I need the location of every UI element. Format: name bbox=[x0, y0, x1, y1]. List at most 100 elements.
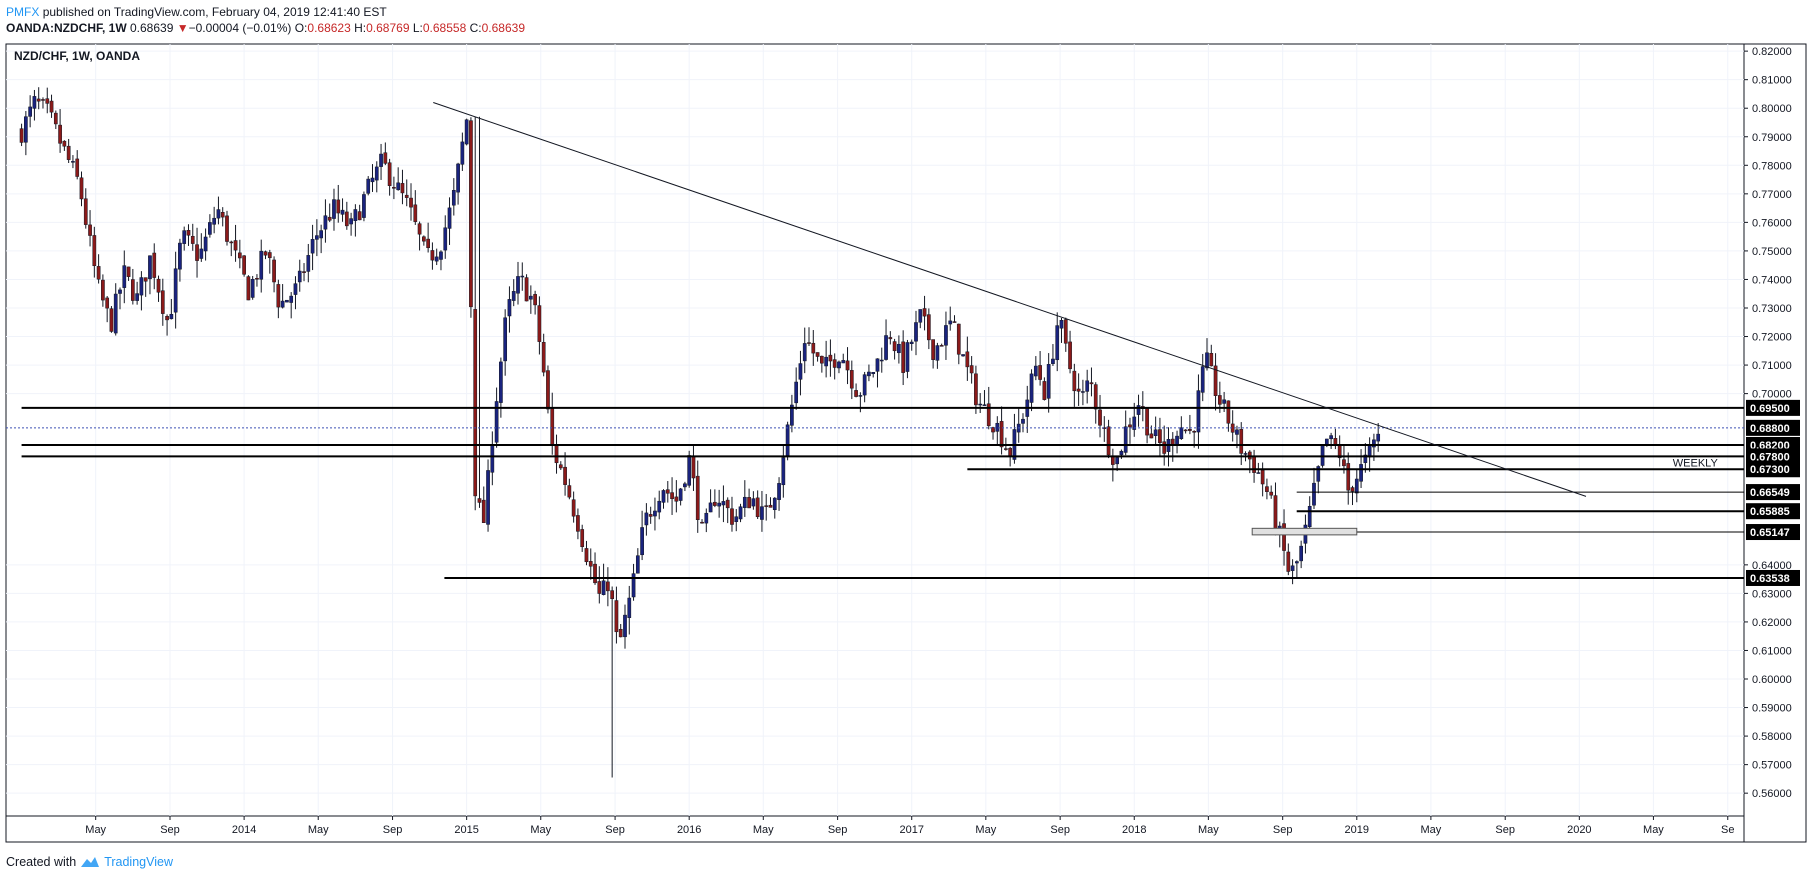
candle-body bbox=[730, 508, 734, 525]
candle-body bbox=[32, 96, 37, 109]
tradingview-logo-text[interactable]: TradingView bbox=[104, 855, 173, 869]
candle-body bbox=[1209, 353, 1214, 367]
candle-body bbox=[948, 320, 953, 325]
candle-body bbox=[216, 209, 221, 219]
candle-body bbox=[601, 580, 606, 595]
y-tick-label: 0.76000 bbox=[1752, 217, 1792, 229]
candle-body bbox=[456, 163, 460, 193]
publish-header: PMFX published on TradingView.com, Febru… bbox=[6, 5, 387, 19]
candle-body bbox=[199, 248, 204, 259]
candle-body bbox=[289, 295, 294, 303]
price-label-box bbox=[1746, 461, 1800, 478]
x-tick-label: Sep bbox=[1273, 824, 1293, 836]
candle-body bbox=[75, 158, 80, 177]
price-label-box bbox=[1746, 399, 1800, 416]
candle-body bbox=[276, 284, 281, 308]
candle-body bbox=[978, 403, 983, 406]
symbol-header: OANDA:NZDCHF, 1W 0.68639 ▼−0.00004 (−0.0… bbox=[6, 21, 525, 35]
trend-line bbox=[433, 102, 1587, 497]
price-label: 0.68800 bbox=[1750, 423, 1790, 435]
candle-body bbox=[165, 316, 169, 321]
candle-body bbox=[220, 212, 225, 218]
candle-body bbox=[1217, 395, 1222, 405]
candle-body bbox=[922, 308, 927, 317]
candle-body bbox=[92, 235, 97, 267]
candle-body bbox=[892, 341, 897, 352]
candle-body bbox=[242, 255, 246, 275]
candle-body bbox=[1098, 409, 1102, 426]
candle-body bbox=[203, 236, 208, 252]
candle-body bbox=[58, 124, 62, 144]
candle-body bbox=[315, 235, 319, 240]
x-tick-label: 2019 bbox=[1345, 824, 1369, 836]
candle-body bbox=[460, 141, 465, 165]
candle-body bbox=[1286, 551, 1291, 572]
candle-body bbox=[88, 224, 92, 236]
candle-body bbox=[49, 100, 54, 113]
price-label-box bbox=[1746, 484, 1800, 501]
price-label: 0.67800 bbox=[1750, 451, 1790, 463]
candle-body bbox=[293, 283, 298, 295]
candle-body bbox=[374, 166, 379, 181]
candle-body bbox=[1260, 469, 1265, 485]
candle-body bbox=[1329, 435, 1333, 440]
candle-body bbox=[135, 293, 139, 301]
candle-body bbox=[1372, 439, 1376, 448]
candle-body bbox=[1235, 429, 1239, 435]
candle-body bbox=[631, 573, 636, 598]
y-tick-label: 0.59000 bbox=[1752, 703, 1792, 715]
y-tick-label: 0.81000 bbox=[1752, 75, 1792, 87]
candle-body bbox=[1256, 472, 1261, 474]
candle-body bbox=[250, 278, 255, 298]
x-tick-label: May bbox=[1421, 824, 1442, 836]
candle-body bbox=[944, 325, 948, 346]
candle-body bbox=[678, 488, 683, 501]
price-label-box bbox=[1746, 503, 1800, 520]
candle-body bbox=[794, 381, 799, 404]
candle-body bbox=[1213, 365, 1218, 396]
candle-body bbox=[798, 363, 803, 380]
support-zone bbox=[1251, 527, 1358, 536]
price-label-box bbox=[1746, 524, 1800, 541]
candle-body bbox=[1200, 366, 1205, 393]
candle-body bbox=[143, 277, 148, 282]
candle-body bbox=[772, 497, 777, 511]
candles bbox=[19, 87, 1381, 778]
candle-body bbox=[96, 266, 101, 280]
candle-body bbox=[653, 510, 657, 517]
candle-body bbox=[28, 106, 32, 117]
x-tick-label: 2014 bbox=[232, 824, 256, 836]
candle-body bbox=[494, 401, 499, 443]
candle-body bbox=[849, 370, 854, 389]
candle-body bbox=[1342, 459, 1346, 467]
candle-body bbox=[751, 498, 756, 507]
candle-body bbox=[721, 501, 726, 506]
x-tick-label: 2018 bbox=[1122, 824, 1146, 836]
candle-body bbox=[593, 563, 597, 584]
y-tick-label: 0.57000 bbox=[1752, 760, 1792, 772]
candle-body bbox=[1029, 373, 1034, 403]
candle-body bbox=[409, 197, 413, 208]
candle-body bbox=[969, 365, 974, 374]
candle-body bbox=[734, 516, 739, 522]
candle-body bbox=[430, 250, 435, 261]
candle-body bbox=[1290, 565, 1295, 571]
plot-area bbox=[5, 43, 1745, 817]
candle-body bbox=[404, 194, 409, 198]
candle-body bbox=[824, 356, 828, 367]
candle-body bbox=[738, 506, 743, 520]
candle-body bbox=[777, 483, 781, 500]
candle-body bbox=[695, 475, 700, 520]
candle-body bbox=[1363, 454, 1368, 463]
y-tick-label: 0.80000 bbox=[1752, 103, 1792, 115]
candle-body bbox=[126, 266, 131, 277]
candle-body bbox=[580, 529, 585, 547]
candle-body bbox=[554, 444, 559, 464]
x-tick-label: May bbox=[530, 824, 551, 836]
author-name[interactable]: PMFX bbox=[6, 5, 40, 19]
down-arrow-icon: ▼ bbox=[176, 21, 189, 35]
candle-body bbox=[1046, 364, 1051, 399]
y-tick-label: 0.70000 bbox=[1752, 389, 1792, 401]
y-tick-label: 0.75000 bbox=[1752, 246, 1792, 258]
